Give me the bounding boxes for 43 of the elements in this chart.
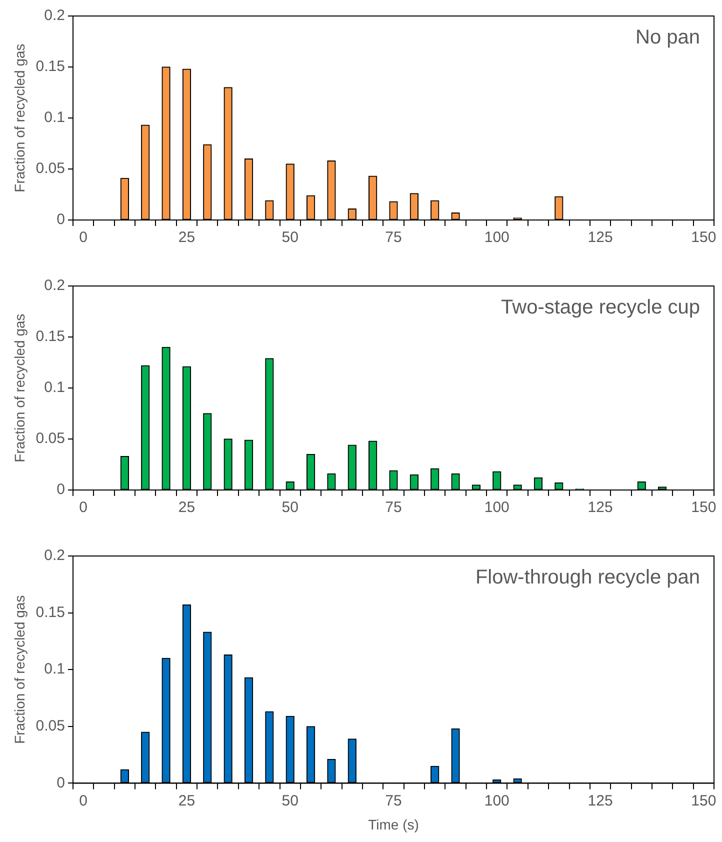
y-tick-label: 0.2 [44,7,65,24]
annotation: Flow-through recycle pan [475,566,700,589]
y-tick-label: 0.2 [44,547,65,564]
y-tick-label: 0 [56,481,65,498]
x-tick-label: 25 [178,499,196,516]
y-tick-label: 0.05 [36,430,65,448]
x-tick-label: 100 [484,499,510,516]
x-tick-label: 0 [79,499,88,516]
x-tick-label: 0 [79,792,88,810]
x-tick-label: 125 [588,229,613,246]
y-axis-title: Fraction of recycled gas [11,44,28,192]
y-tick-label: 0.15 [36,604,65,621]
x-tick-label: 75 [385,792,402,810]
annotation: Two-stage recycle cup [501,296,700,319]
y-tick-label: 0.1 [44,660,65,678]
y-tick-label: 0 [56,774,65,792]
y-tick-label: 0.2 [44,277,65,294]
x-axis-title: Time (s) [368,816,419,832]
x-tick-label: 50 [282,499,298,516]
x-tick-label: 150 [691,499,716,516]
y-tick-label: 0.05 [36,718,65,735]
y-tick-label: 0.1 [44,379,65,396]
x-tick-label: 100 [484,792,510,810]
x-tick-label: 150 [691,792,716,810]
y-tick-label: 0.1 [44,109,65,126]
y-tick-label: 0.15 [36,58,65,76]
x-tick-label: 100 [484,229,510,246]
x-tick-label: 75 [385,499,402,516]
x-tick-label: 125 [588,499,613,516]
x-tick-label: 150 [691,229,716,246]
x-tick-label: 50 [282,792,298,810]
x-tick-label: 25 [178,229,196,246]
x-tick-label: 0 [79,229,88,246]
y-axis-title: Fraction of recycled gas [11,595,28,744]
y-tick-label: 0 [56,211,65,228]
x-tick-label: 125 [588,792,613,810]
y-axis-title: Fraction of recycled gas [11,314,28,462]
x-tick-label: 75 [385,229,402,246]
annotation: No pan [636,26,700,49]
x-tick-label: 25 [178,792,196,810]
y-tick-label: 0.15 [36,328,65,346]
y-tick-label: 0.05 [36,160,65,178]
x-tick-label: 50 [282,229,298,246]
